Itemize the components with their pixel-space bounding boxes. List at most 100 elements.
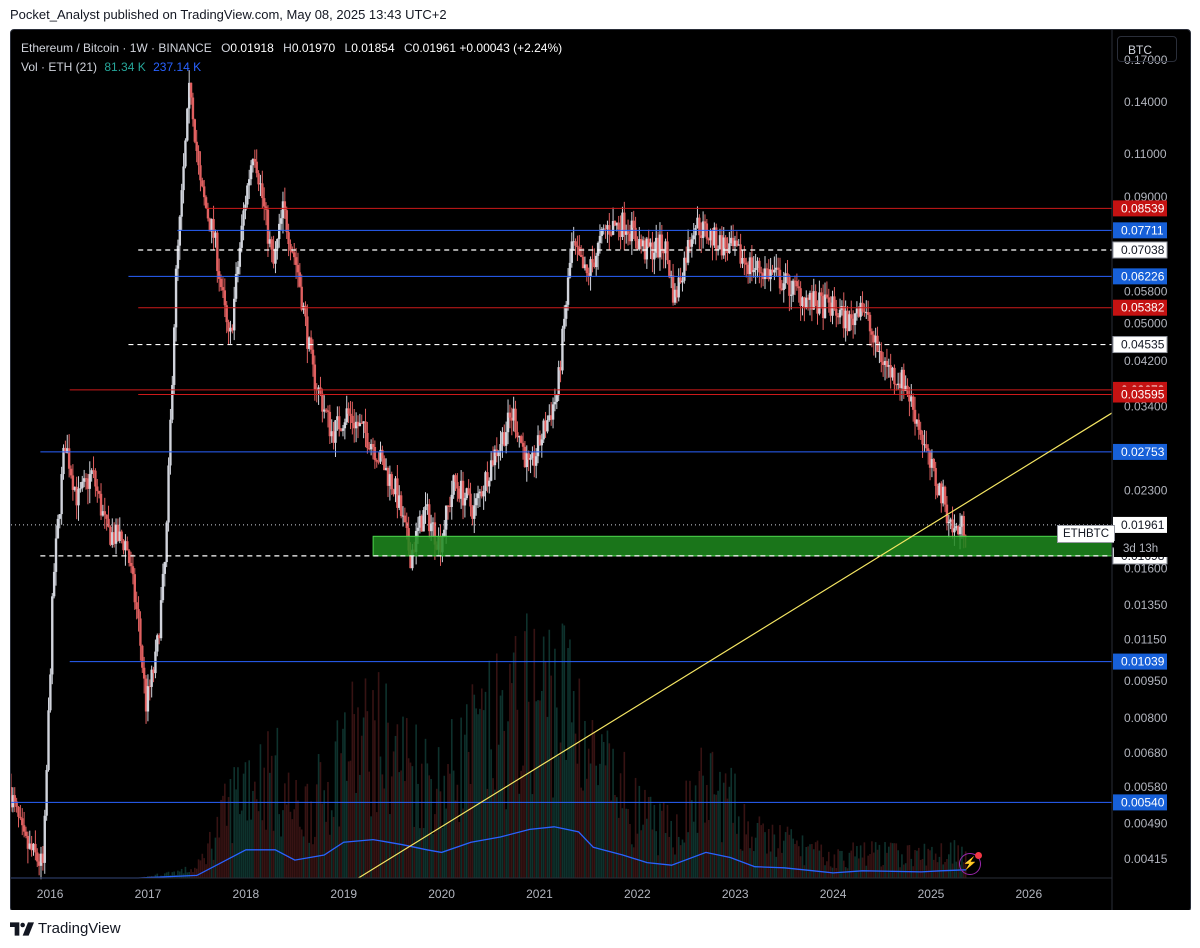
candle-body <box>613 221 617 226</box>
volume-bar <box>387 722 389 878</box>
volume-bar <box>816 840 819 878</box>
candle-body <box>519 436 523 443</box>
candle-body <box>142 667 146 679</box>
volume-bar <box>743 803 746 878</box>
candle-body <box>865 312 868 314</box>
candle-body <box>465 488 468 499</box>
volume-bar <box>428 775 431 878</box>
candle-body <box>339 429 343 431</box>
currency-button[interactable]: BTC <box>1117 36 1177 62</box>
chart-frame[interactable]: 0.170000.140000.110000.090000.069000.058… <box>10 29 1191 912</box>
candle-body <box>778 269 782 289</box>
volume-bar <box>422 828 425 878</box>
candle-body <box>795 281 799 287</box>
candle-body <box>454 475 457 483</box>
candle-body <box>529 457 532 460</box>
volume-bar <box>792 838 794 878</box>
candle-body <box>508 412 512 418</box>
candle-body <box>493 449 497 466</box>
candle-body <box>308 337 311 349</box>
candle-body <box>82 478 86 482</box>
volume-bar <box>737 816 740 878</box>
candle-body <box>786 273 789 276</box>
candle-body <box>655 237 658 253</box>
volume-bar <box>402 716 404 878</box>
legend-close: 0.01961 <box>412 41 457 55</box>
candle-body <box>112 532 116 544</box>
volume-bar <box>188 872 190 878</box>
candle-body <box>399 495 403 517</box>
tradingview-logo-icon <box>10 922 34 936</box>
candle-body <box>257 173 260 185</box>
volume-bar <box>640 830 643 878</box>
volume-bar <box>267 731 269 878</box>
legend-symbol-row: Ethereum / Bitcoin · 1W · BINANCE O0.019… <box>21 39 562 58</box>
candle-body <box>422 510 425 532</box>
candle-body <box>579 254 583 257</box>
volume-bar <box>554 648 556 878</box>
candle-body <box>424 506 427 511</box>
candle-body <box>651 242 654 260</box>
volume-bar <box>895 843 898 878</box>
candle-body <box>126 541 129 551</box>
volume-bar <box>306 783 309 878</box>
candle-body <box>448 505 452 507</box>
candle-body <box>463 498 467 506</box>
lightning-icon[interactable]: ⚡ <box>959 852 982 875</box>
candle-body <box>405 522 408 529</box>
candle-body <box>857 308 860 317</box>
candle-body <box>22 825 26 832</box>
volume-bar <box>670 820 673 878</box>
candle-body <box>478 491 482 494</box>
candle-body <box>835 309 838 316</box>
candle-body <box>152 669 155 674</box>
candle-body <box>538 435 542 446</box>
candle-body <box>548 415 551 421</box>
volume-bar <box>269 772 271 878</box>
candle-body <box>199 165 202 181</box>
candle-body <box>921 434 924 445</box>
volume-bar <box>846 868 849 878</box>
volume-bar <box>434 814 436 878</box>
volume-bar <box>769 851 772 878</box>
candle-body <box>135 602 138 610</box>
volume-bar <box>572 690 575 878</box>
volume-bar <box>563 625 566 878</box>
volume-bar <box>565 759 567 878</box>
candle-body <box>683 257 686 281</box>
candle-body <box>189 82 193 98</box>
candle-body <box>925 444 928 449</box>
volume-bar <box>299 826 301 878</box>
candle-body <box>638 239 641 250</box>
volume-bar <box>859 845 862 878</box>
candle-body <box>283 201 287 211</box>
price-tag-0.05382 <box>1113 299 1167 316</box>
candle-body <box>686 240 690 263</box>
candle-body <box>827 297 830 303</box>
volume-bar <box>546 716 549 878</box>
volume-bar <box>392 751 395 878</box>
volume-bar <box>177 870 179 878</box>
candle-body <box>549 415 553 420</box>
price-chart[interactable]: 0.170000.140000.110000.090000.069000.058… <box>11 30 1190 911</box>
volume-bar <box>469 783 472 878</box>
candle-body <box>941 486 945 504</box>
volume-bar <box>475 708 477 878</box>
legend-volume-label[interactable]: Vol · ETH (21) <box>21 60 98 74</box>
volume-bar <box>220 799 222 878</box>
volume-bar <box>467 751 470 878</box>
volume-bar <box>201 853 204 878</box>
volume-bar <box>923 843 926 878</box>
candle-body <box>41 853 45 863</box>
volume-bar <box>901 854 903 878</box>
price-tag-label: 0.03595 <box>1121 388 1165 402</box>
candle-body <box>111 532 114 545</box>
footer-brand[interactable]: TradingView <box>38 920 121 937</box>
candle-body <box>354 421 358 429</box>
legend-symbol[interactable]: Ethereum / Bitcoin · 1W · BINANCE <box>21 41 212 55</box>
legend-close-label: C <box>403 41 413 55</box>
volume-bar <box>842 860 845 878</box>
candle-body <box>294 257 298 265</box>
volume-bar <box>760 825 763 878</box>
candle-body <box>621 212 624 238</box>
